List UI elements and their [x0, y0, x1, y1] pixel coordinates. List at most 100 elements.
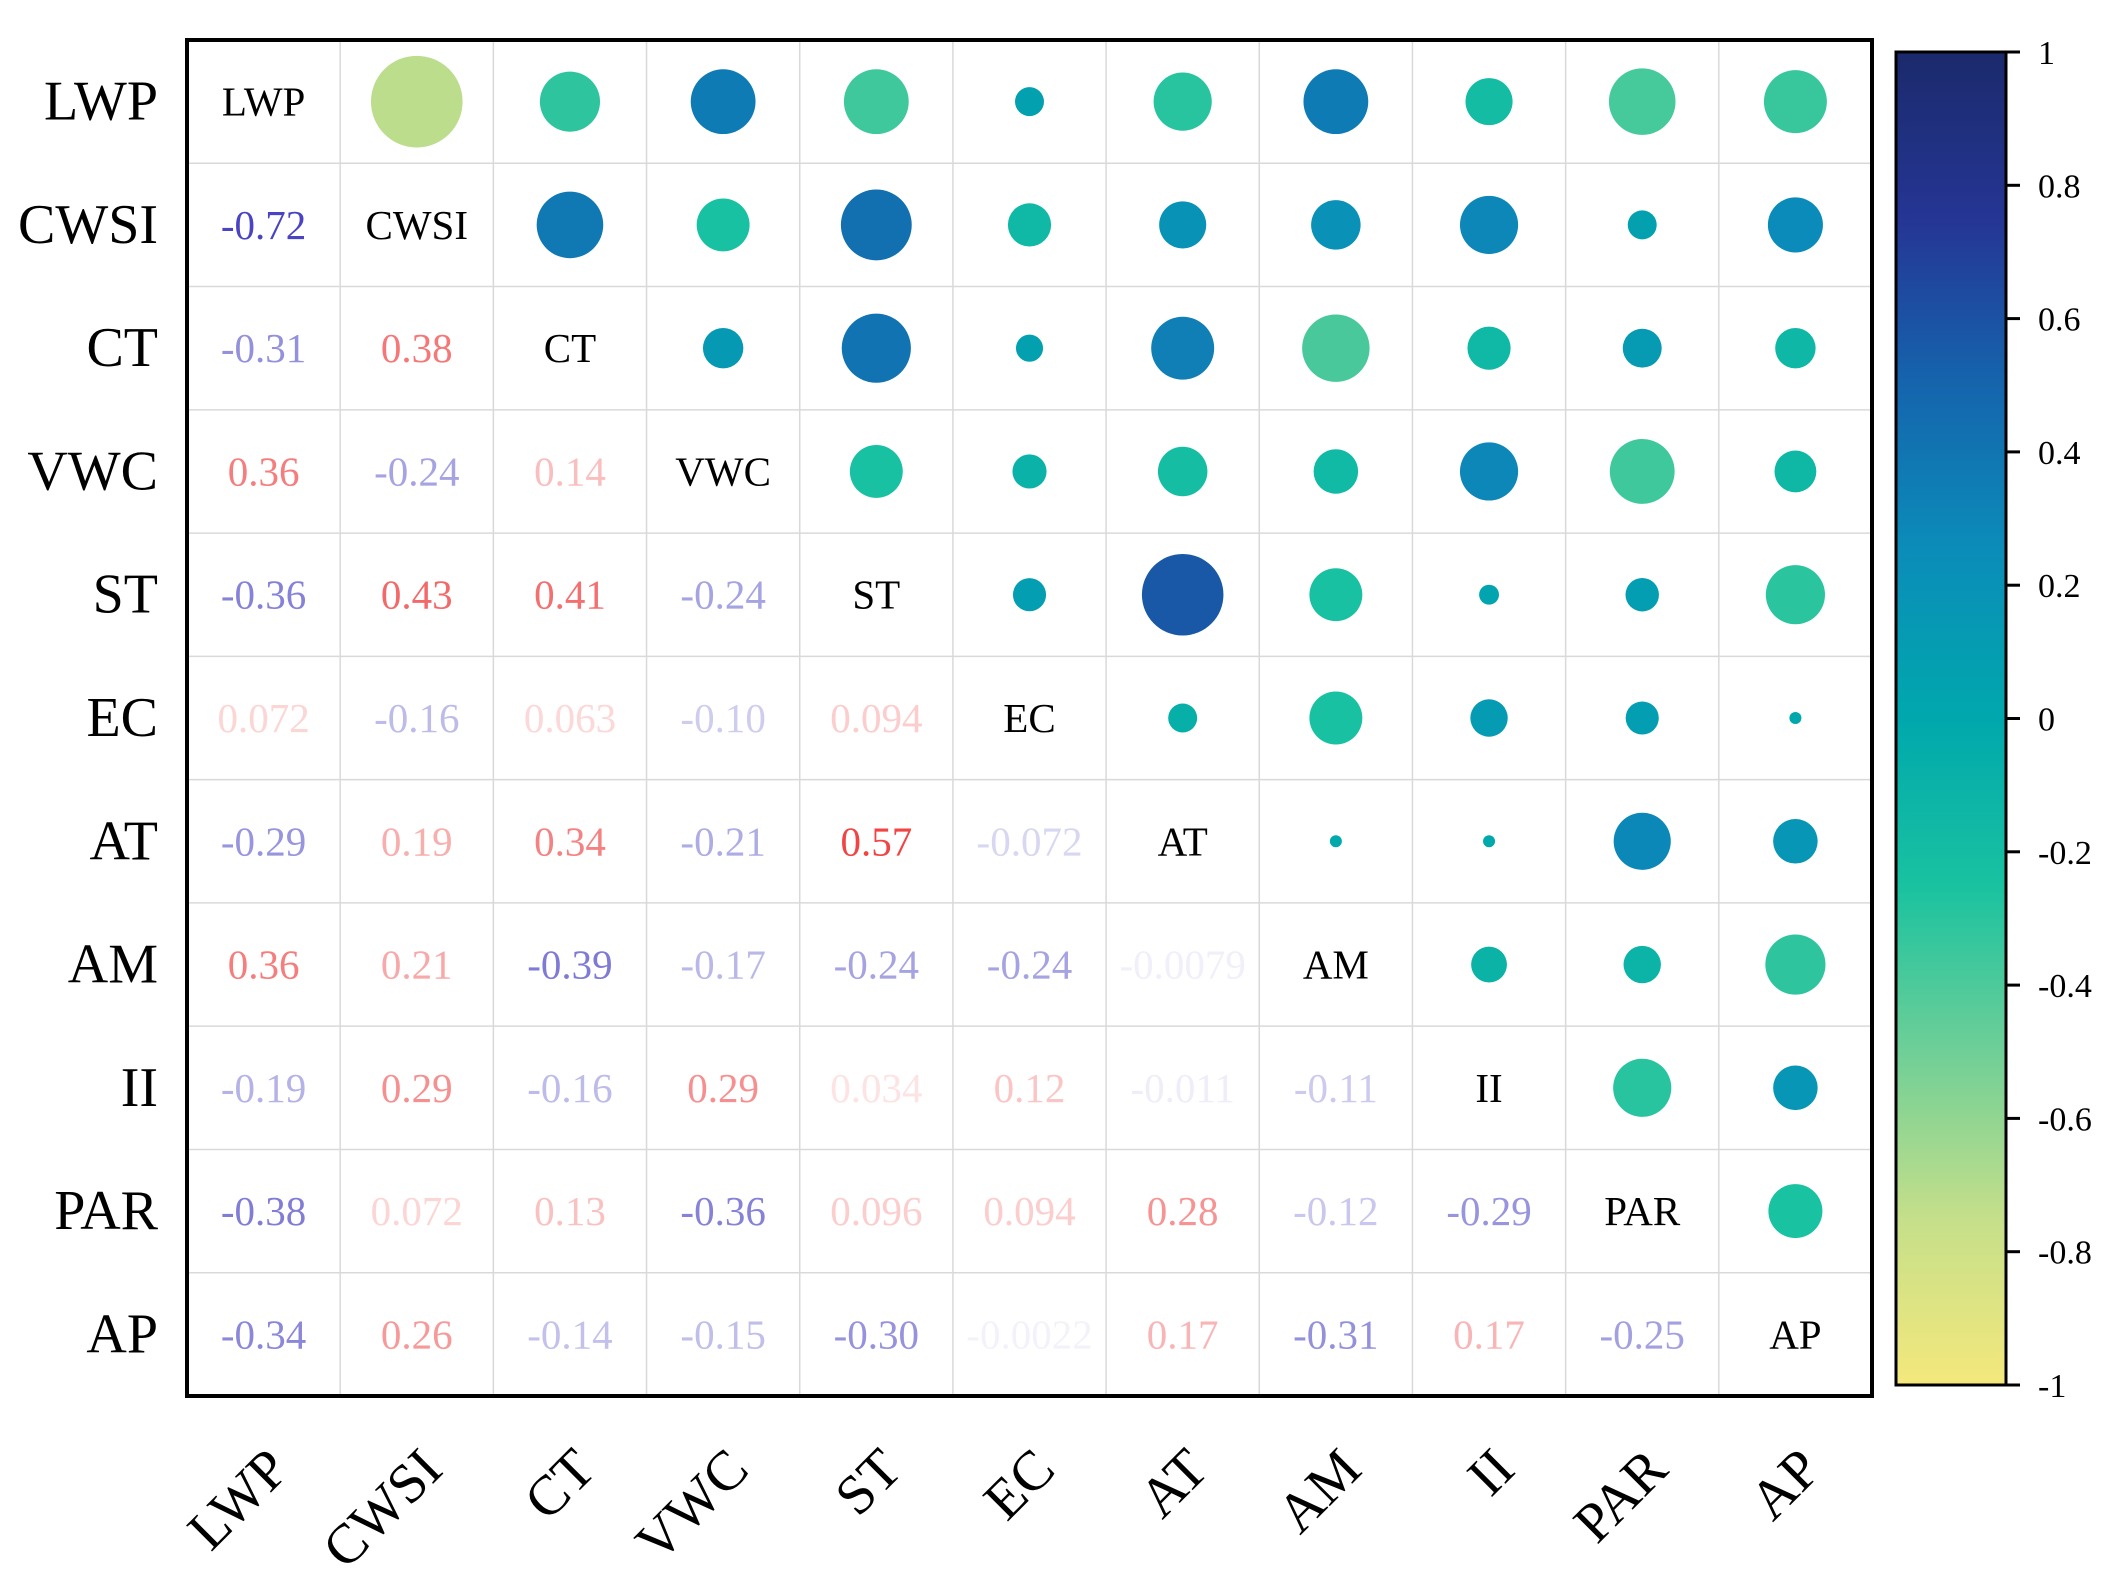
correlation-value-label: -0.38 [221, 1188, 306, 1234]
correlation-value-label: -0.072 [977, 818, 1083, 864]
row-label: CT [86, 317, 158, 379]
correlation-circle [841, 313, 911, 383]
correlation-value-label: -0.16 [527, 1065, 612, 1111]
correlation-value-label: -0.24 [834, 942, 919, 988]
column-label: CWSI [311, 1437, 454, 1580]
correlation-circle [1302, 314, 1370, 382]
diagonal-label: AM [1303, 942, 1369, 988]
colorbar-tick-label: -0.8 [2038, 1235, 2092, 1272]
column-label: VWC [624, 1437, 760, 1573]
colorbar-tick-label: -0.4 [2038, 968, 2092, 1005]
correlation-circle [1309, 691, 1363, 745]
correlation-circle [1157, 446, 1208, 497]
correlation-circle [1768, 1184, 1823, 1239]
correlation-value-label: -0.17 [680, 942, 765, 988]
correlation-value-label: -0.31 [221, 325, 306, 371]
correlation-value-label: 0.21 [381, 942, 453, 988]
correlation-value-label: 0.28 [1147, 1188, 1219, 1234]
correlation-circle [1467, 326, 1511, 370]
correlation-value-label: -0.72 [221, 202, 306, 248]
correlation-circle [1012, 578, 1047, 612]
correlation-value-label: 0.17 [1453, 1311, 1525, 1357]
correlation-circle [536, 191, 604, 259]
correlation-value-label: 0.29 [687, 1065, 759, 1111]
correlation-value-label: -0.011 [1130, 1065, 1234, 1111]
correlation-circle [539, 71, 601, 132]
column-label: LWP [176, 1437, 300, 1561]
correlation-circle [1622, 328, 1662, 368]
diagonal-label: EC [1003, 695, 1055, 741]
column-label: II [1456, 1437, 1526, 1507]
correlation-circle [1767, 197, 1823, 253]
correlation-circle [1765, 934, 1826, 995]
correlation-circle [1007, 203, 1052, 247]
correlation-value-label: 0.34 [534, 818, 606, 864]
correlation-circle [1313, 449, 1359, 494]
correlation-value-label: 0.29 [381, 1065, 453, 1111]
column-label: AM [1265, 1437, 1373, 1545]
correlation-circle [1153, 72, 1212, 131]
row-labels: LWP CWSI CT VWC ST EC AT AM II PAR AP [18, 71, 159, 1366]
correlation-circle [1789, 712, 1802, 724]
colorbar: 1 0.8 0.6 0.4 0.2 0 -0.2 -0.4 -0.6 -0.8 -1 [1894, 35, 2092, 1405]
row-label: II [121, 1057, 158, 1119]
correlation-value-label: 0.13 [534, 1188, 606, 1234]
correlation-value-label: -0.24 [374, 448, 459, 494]
diagonal-label: ST [852, 572, 900, 618]
correlation-circle [1459, 195, 1519, 254]
column-label: ST [823, 1437, 913, 1527]
correlation-value-label: 0.063 [524, 695, 616, 741]
correlation-value-label: 0.57 [840, 818, 912, 864]
column-label: AP [1738, 1437, 1832, 1531]
plot-frame [185, 38, 1874, 1398]
correlation-value-label: -0.21 [680, 818, 765, 864]
correlation-circle [370, 55, 463, 148]
diagonal-label: PAR [1604, 1188, 1681, 1234]
correlation-circle [1168, 703, 1198, 733]
colorbar-tick-label: -1 [2038, 1368, 2066, 1405]
correlation-circle [1775, 327, 1816, 369]
correlation-circle [1609, 439, 1675, 504]
correlation-value-label: -0.36 [221, 572, 306, 618]
correlation-circle [1329, 835, 1342, 848]
column-label: EC [972, 1437, 1066, 1531]
correlation-circle [1613, 812, 1671, 870]
correlation-circle [1765, 565, 1825, 625]
correlation-value-label: -0.12 [1293, 1188, 1378, 1234]
correlation-value-label: -0.19 [221, 1065, 306, 1111]
correlation-value-label: 0.41 [534, 572, 606, 618]
correlation-value-label: -0.10 [680, 695, 765, 741]
diagonal-label: AT [1158, 818, 1208, 864]
diagonal-label: CWSI [366, 202, 469, 248]
correlation-value-label: 0.12 [994, 1065, 1066, 1111]
matrix-cells: LWP -0.72 CWSI -0.31 0.38 CT 0.36 -0.24 0.14 VWC -… [217, 55, 1827, 1357]
correlation-value-label: 0.034 [830, 1065, 922, 1111]
correlation-circle [1774, 450, 1817, 493]
correlation-circle [1627, 210, 1657, 240]
row-label: CWSI [18, 194, 158, 256]
row-label: AP [86, 1303, 158, 1365]
correlation-value-label: -0.29 [1446, 1188, 1531, 1234]
correlation-circle [1151, 316, 1215, 380]
diagonal-label: VWC [675, 448, 771, 494]
correlation-value-label: -0.16 [374, 695, 459, 741]
correlation-value-label: 0.36 [228, 448, 300, 494]
correlation-circle [1309, 568, 1363, 622]
correlation-circle [1303, 69, 1369, 135]
correlation-value-label: 0.094 [830, 695, 922, 741]
grid-lines [187, 40, 1872, 1396]
colorbar-tick-label: 1 [2038, 35, 2055, 72]
correlation-value-label: -0.31 [1293, 1311, 1378, 1357]
correlation-value-label: 0.26 [381, 1311, 453, 1357]
correlation-value-label: -0.29 [221, 818, 306, 864]
correlation-value-label: -0.24 [987, 942, 1072, 988]
correlation-value-label: -0.15 [680, 1311, 765, 1357]
colorbar-tick-label: 0.2 [2038, 568, 2081, 605]
correlation-circle [1465, 78, 1513, 126]
correlation-value-label: -0.14 [527, 1311, 612, 1357]
correlation-circle [1625, 577, 1659, 612]
correlation-circle [1012, 454, 1047, 489]
correlation-circle [1479, 584, 1500, 605]
column-labels: LWP CWSI CT VWC ST EC AT AM II PAR AP [176, 1437, 1832, 1580]
